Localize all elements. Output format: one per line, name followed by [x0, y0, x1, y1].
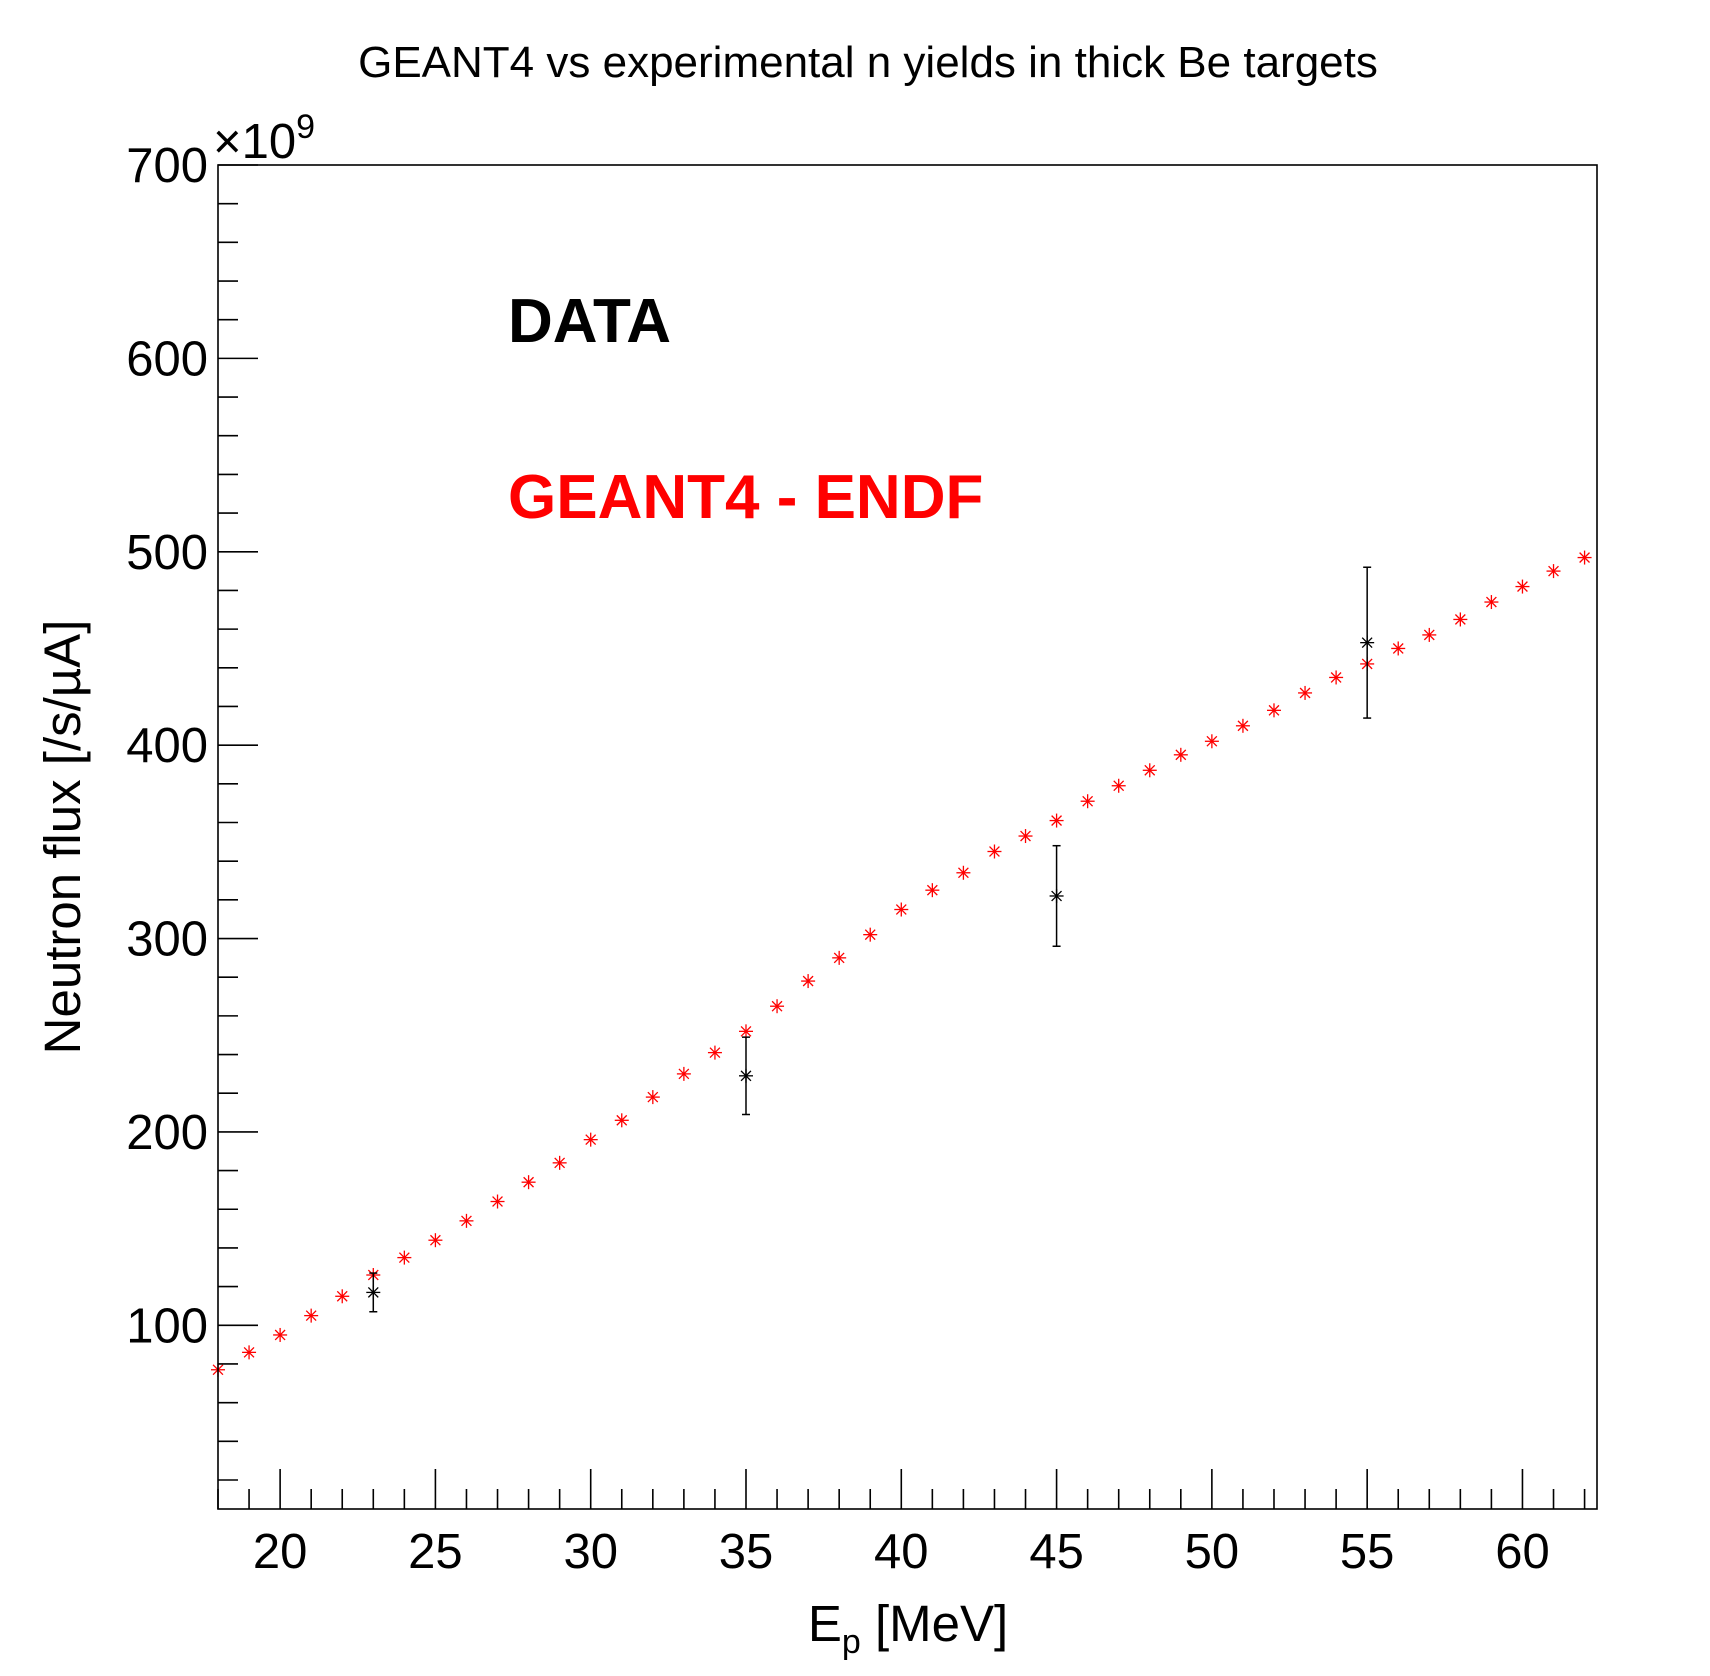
- data-point: [1266, 703, 1281, 718]
- y-tick-label: 700: [126, 139, 208, 193]
- data-point: [1049, 888, 1064, 903]
- y-tick-label: 200: [126, 1106, 208, 1160]
- data-point: [1298, 685, 1313, 700]
- data-point: [1111, 778, 1126, 793]
- y-tick-label: 100: [126, 1299, 208, 1353]
- data-point: [552, 1155, 567, 1170]
- data-point: [676, 1066, 691, 1081]
- data-point: [1515, 579, 1530, 594]
- x-tick-label: 30: [563, 1525, 618, 1579]
- data-point: [956, 865, 971, 880]
- data-point: [273, 1327, 288, 1342]
- x-axis-label-main: E: [808, 1595, 842, 1652]
- data-point: [1142, 763, 1157, 778]
- data-point: [738, 1024, 753, 1039]
- data-point: [583, 1132, 598, 1147]
- data-point: [614, 1113, 629, 1128]
- data-point: [242, 1345, 257, 1360]
- data-point: [1018, 829, 1033, 844]
- data-point: [1049, 813, 1064, 828]
- legend-entry: GEANT4 - ENDF: [508, 463, 983, 532]
- data-point: [428, 1233, 443, 1248]
- x-tick-label: 20: [253, 1525, 308, 1579]
- data-point: [738, 1068, 753, 1083]
- chart-title: GEANT4 vs experimental n yields in thick…: [358, 38, 1378, 87]
- data-point: [366, 1285, 381, 1300]
- data-point: [645, 1090, 660, 1105]
- y-tick-label: 400: [126, 719, 208, 773]
- legend: DATA GEANT4 - ENDF: [508, 287, 983, 532]
- data-point: [801, 974, 816, 989]
- data-point: [304, 1308, 319, 1323]
- data-point: [1173, 747, 1188, 762]
- x-axis: 20 25 30 35 40 45 50 55 60: [217, 1469, 1586, 1579]
- data-point: [1546, 564, 1561, 579]
- data-point: [1453, 612, 1468, 627]
- y-tick-label: 500: [126, 526, 208, 580]
- x-tick-label: 25: [408, 1525, 463, 1579]
- x-tick-label: 50: [1185, 1525, 1240, 1579]
- data-point: [1235, 718, 1250, 733]
- x-axis-label-rest: [MeV]: [861, 1595, 1008, 1652]
- data-point: [1080, 794, 1095, 809]
- data-point: [459, 1213, 474, 1228]
- y-axis-exponent-base: ×10: [213, 115, 296, 169]
- legend-entry: DATA: [508, 287, 671, 356]
- x-tick-label: 60: [1495, 1525, 1550, 1579]
- y-axis-exponent: ×109: [213, 108, 315, 169]
- series-geant4-endf: [211, 550, 1592, 1377]
- data-point: [863, 927, 878, 942]
- x-tick-label: 55: [1340, 1525, 1395, 1579]
- data-point: [1204, 734, 1219, 749]
- x-tick-label: 35: [719, 1525, 774, 1579]
- data-point: [490, 1194, 505, 1209]
- data-point: [1484, 595, 1499, 610]
- data-point: [894, 902, 909, 917]
- data-point: [1577, 550, 1592, 565]
- x-axis-label: Ep [MeV]: [808, 1595, 1008, 1661]
- data-point: [335, 1289, 350, 1304]
- data-point: [1422, 627, 1437, 642]
- data-point: [925, 883, 940, 898]
- data-point: [397, 1250, 412, 1265]
- y-tick-label: 600: [126, 332, 208, 386]
- data-point: [987, 844, 1002, 859]
- y-axis: 100 200 300 400 500 600 700: [126, 139, 258, 1481]
- x-axis-label-subscript: p: [842, 1623, 861, 1661]
- plot-frame: [217, 164, 1598, 1510]
- data-point: [770, 999, 785, 1014]
- series-layer: [211, 550, 1592, 1377]
- y-tick-label: 300: [126, 913, 208, 967]
- data-point: [832, 950, 847, 965]
- y-axis-exponent-power: 9: [296, 108, 315, 146]
- data-point: [521, 1175, 536, 1190]
- x-tick-label: 40: [874, 1525, 929, 1579]
- series-data: [366, 566, 1375, 1313]
- data-point: [1329, 670, 1344, 685]
- data-point: [1360, 635, 1375, 650]
- y-axis-label: Neutron flux [/s/µA]: [34, 620, 91, 1055]
- data-point: [1391, 641, 1406, 656]
- x-tick-label: 45: [1029, 1525, 1084, 1579]
- data-point: [707, 1045, 722, 1060]
